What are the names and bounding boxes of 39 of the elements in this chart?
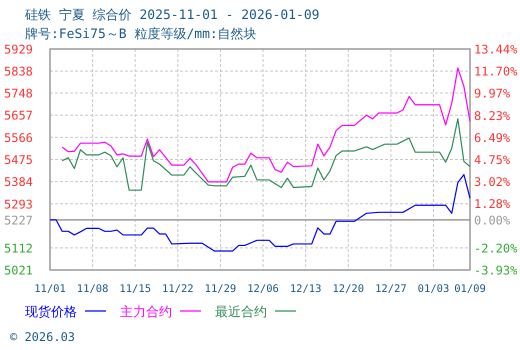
xtick: 12/13 — [290, 283, 322, 295]
title: 硅铁 宁夏 综合价 2025-11-01 - 2026-01-09 — [25, 8, 320, 23]
y2tick: 8.23% — [474, 108, 510, 123]
legend-label: 现货价格 — [25, 305, 77, 320]
xtick: 01/09 — [454, 283, 486, 295]
xtick: 01/03 — [418, 283, 450, 295]
ytick: 5227 — [4, 213, 33, 228]
ytick: 5475 — [4, 153, 33, 167]
ytick: 5112 — [4, 241, 33, 256]
xtick: 12/20 — [332, 283, 364, 295]
y2tick: 4.75% — [474, 153, 510, 168]
ytick: 5384 — [4, 175, 33, 190]
legend-label: 主力合约 — [120, 305, 172, 320]
y2tick: 6.49% — [474, 130, 510, 145]
y2tick: -2.20% — [474, 242, 518, 256]
xtick: 12/06 — [247, 283, 279, 295]
xtick: 11/15 — [119, 283, 152, 295]
y2tick: 13.44% — [474, 42, 518, 56]
xtick: 12/27 — [375, 283, 407, 295]
y2tick: 11.70% — [474, 64, 518, 79]
xtick: 11/29 — [204, 283, 236, 295]
ytick: 5293 — [4, 197, 33, 212]
ytick: 5657 — [4, 108, 33, 123]
ytick: 5748 — [4, 86, 33, 101]
y2tick: -3.93% — [474, 264, 518, 278]
annotation: © 2026.03 — [10, 330, 76, 344]
xtick: 11/22 — [162, 283, 194, 295]
y2tick: 3.02% — [474, 175, 510, 190]
ytick: 5838 — [4, 64, 33, 79]
xtick: 11/01 — [34, 283, 66, 295]
xtick: 11/08 — [76, 283, 108, 295]
y2tick: 1.28% — [474, 197, 510, 212]
subtitle: 牌号:FeSi75～B 粒度等级/mm:自然块 — [25, 27, 257, 42]
ytick: 5021 — [4, 264, 33, 278]
ytick: 5566 — [4, 130, 33, 145]
ytick: 5929 — [4, 42, 33, 56]
legend-label: 最近合约 — [215, 305, 267, 320]
y2tick: 9.97% — [474, 86, 510, 101]
y2tick: 0.00% — [474, 214, 510, 228]
